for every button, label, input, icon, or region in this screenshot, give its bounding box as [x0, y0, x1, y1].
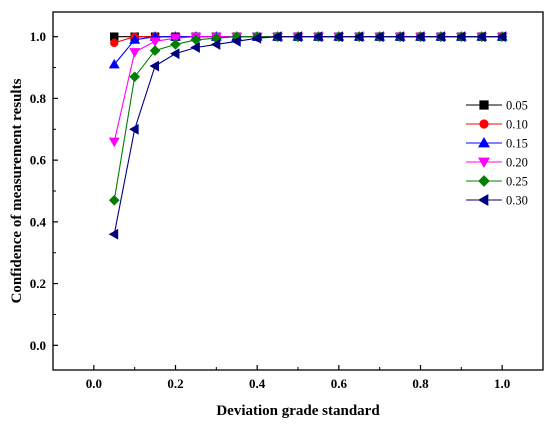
data-point	[149, 45, 161, 56]
y-tick-label: 0.0	[30, 338, 46, 353]
legend-marker	[478, 157, 490, 169]
y-tick-label: 1.0	[30, 29, 46, 44]
series-line	[113, 36, 503, 235]
data-point	[496, 31, 507, 43]
x-axis-label: Deviation grade standard	[216, 403, 380, 419]
data-point	[108, 194, 120, 206]
x-tick-label: 0.6	[331, 376, 348, 391]
data-point	[170, 34, 181, 44]
data-point	[292, 31, 302, 43]
legend: 0.05 0.10 0.15 0.20 0.25 0.30	[466, 99, 528, 208]
data-point	[129, 71, 140, 83]
series-line	[113, 36, 503, 201]
legend-item: 0.25	[466, 175, 528, 189]
legend-label: 0.25	[506, 175, 528, 189]
y-axis-label: Confidence of measurement results	[9, 78, 25, 303]
data-point	[170, 39, 181, 50]
data-point	[333, 31, 343, 43]
axis-ticks: 0.0 0.2 0.4 0.6 0.8 1.0 0.0 0.2 0.4 0.6 0.8 1.0	[30, 29, 511, 391]
legend-label: 0.10	[506, 118, 528, 132]
legend-marker	[477, 194, 489, 206]
data-point	[231, 35, 241, 47]
data-point	[312, 31, 323, 43]
data-point	[108, 137, 120, 148]
series-0.10	[110, 32, 507, 48]
data-point	[110, 38, 119, 48]
data-point	[129, 48, 141, 58]
data-point	[169, 48, 180, 60]
data-point	[108, 228, 119, 240]
series-0.30	[108, 31, 507, 240]
y-tick-label: 0.4	[30, 214, 47, 229]
plot-area	[52, 11, 544, 371]
x-tick-label: 0.0	[86, 376, 102, 391]
data-point	[455, 31, 466, 43]
x-tick-label: 0.8	[412, 376, 429, 391]
data-point	[129, 34, 141, 44]
data-point	[272, 31, 282, 43]
legend-item: 0.20	[466, 156, 528, 170]
legend-marker	[479, 119, 489, 129]
data-point	[435, 31, 445, 43]
legend-item: 0.10	[466, 118, 528, 132]
data-point	[476, 31, 486, 43]
data-point	[149, 37, 161, 47]
data-point	[251, 32, 262, 44]
legend-marker	[478, 175, 490, 187]
y-tick-label: 0.2	[30, 276, 46, 291]
y-tick-label: 0.8	[30, 91, 47, 106]
data-point	[190, 42, 200, 53]
data-point	[210, 38, 221, 50]
series-0.20	[108, 32, 508, 148]
data-point	[353, 31, 364, 43]
y-tick-label: 0.6	[30, 153, 47, 168]
legend-label: 0.30	[506, 194, 528, 208]
legend-marker	[479, 100, 489, 110]
legend-item: 0.05	[466, 99, 528, 113]
x-tick-label: 0.2	[167, 376, 183, 391]
data-point	[414, 31, 425, 43]
legend-label: 0.05	[506, 99, 528, 113]
data-point	[129, 123, 139, 135]
data-point	[108, 58, 120, 69]
legend-item: 0.30	[466, 194, 528, 208]
data-point	[374, 31, 384, 43]
x-tick-label: 0.4	[249, 376, 266, 391]
series-0.15	[108, 31, 508, 69]
legend-label: 0.20	[506, 156, 528, 170]
legend-marker	[478, 136, 490, 148]
legend-label: 0.15	[506, 137, 528, 151]
plot-border	[52, 11, 544, 371]
x-tick-label: 1.0	[494, 376, 510, 391]
data-point	[394, 31, 405, 43]
series-layer	[108, 31, 508, 240]
data-point	[149, 60, 160, 72]
legend-item: 0.15	[466, 137, 528, 151]
